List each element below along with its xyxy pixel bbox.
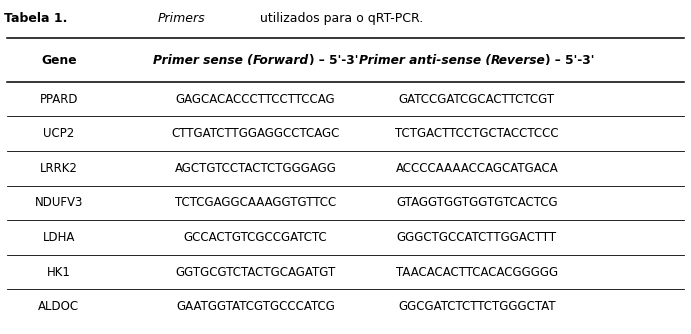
Text: Primer anti-sense (: Primer anti-sense ( [359, 54, 491, 66]
Text: GATCCGATCGCACTTCTCGT: GATCCGATCGCACTTCTCGT [399, 93, 555, 106]
Text: TAACACACTTCACACGGGGG: TAACACACTTCACACGGGGG [396, 266, 558, 279]
Text: Primer sense (: Primer sense ( [153, 54, 253, 66]
Text: HK1: HK1 [47, 266, 70, 279]
Text: GTAGGTGGTGGTGTCACTCG: GTAGGTGGTGGTGTCACTCG [396, 196, 558, 209]
Text: TCTCGAGGCAAAGGTGTTCC: TCTCGAGGCAAAGGTGTTCC [175, 196, 337, 209]
Text: NDUFV3: NDUFV3 [35, 196, 83, 209]
Text: Gene: Gene [41, 54, 77, 66]
Text: LDHA: LDHA [43, 231, 75, 244]
Text: utilizados para o qRT-PCR.: utilizados para o qRT-PCR. [256, 12, 423, 25]
Text: Forward: Forward [253, 54, 309, 66]
Text: ) – 5'-3': ) – 5'-3' [309, 54, 359, 66]
Text: TCTGACTTCCTGCTACCTCCC: TCTGACTTCCTGCTACCTCCC [395, 127, 558, 140]
Text: GAATGGTATCGTGCCCATCG: GAATGGTATCGTGCCCATCG [176, 300, 335, 313]
Text: Tabela 1.: Tabela 1. [4, 12, 72, 25]
Text: GGGCTGCCATCTTGGACTTT: GGGCTGCCATCTTGGACTTT [397, 231, 557, 244]
Text: Primers: Primers [158, 12, 205, 25]
Text: LRRK2: LRRK2 [40, 162, 77, 175]
Text: GGCGATCTCTTCTGGGCTAT: GGCGATCTCTTCTGGGCTAT [398, 300, 556, 313]
Text: Reverse: Reverse [491, 54, 545, 66]
Text: UCP2: UCP2 [43, 127, 75, 140]
Text: ACCCCAAAACCAGCATGACA: ACCCCAAAACCAGCATGACA [395, 162, 558, 175]
Text: AGCTGTCCTACTCTGGGAGG: AGCTGTCCTACTCTGGGAGG [175, 162, 337, 175]
Text: PPARD: PPARD [39, 93, 78, 106]
Text: GCCACTGTCGCCGATCTC: GCCACTGTCGCCGATCTC [184, 231, 328, 244]
Text: GAGCACACCCTTCCTTCCAG: GAGCACACCCTTCCTTCCAG [176, 93, 336, 106]
Text: ) – 5'-3': ) – 5'-3' [545, 54, 595, 66]
Text: ALDOC: ALDOC [38, 300, 79, 313]
Text: CTTGATCTTGGAGGCCTCAGC: CTTGATCTTGGAGGCCTCAGC [171, 127, 340, 140]
Text: GGTGCGTCTACTGCAGATGT: GGTGCGTCTACTGCAGATGT [176, 266, 336, 279]
